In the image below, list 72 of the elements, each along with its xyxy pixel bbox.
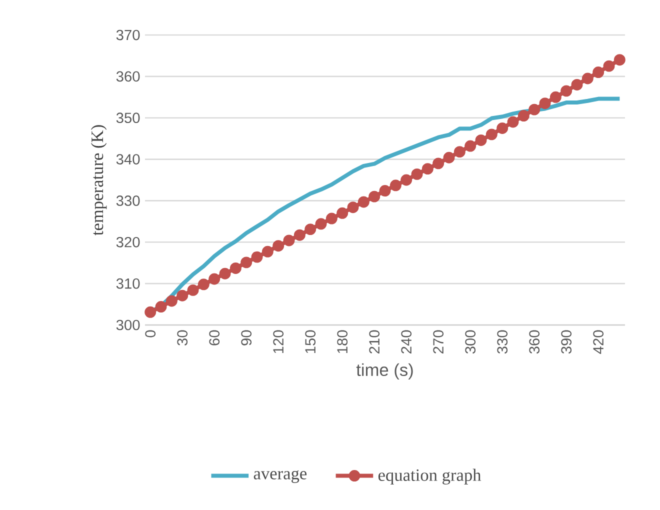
y-tick-label: 300 bbox=[116, 320, 140, 330]
point bbox=[283, 234, 295, 246]
point bbox=[432, 158, 444, 170]
point bbox=[422, 163, 434, 175]
x-tick-label: 210 bbox=[369, 330, 380, 354]
point bbox=[262, 246, 274, 258]
point bbox=[464, 140, 476, 152]
point bbox=[528, 104, 540, 116]
point bbox=[347, 202, 359, 214]
x-tick-label: 240 bbox=[401, 330, 412, 354]
legend-label: average bbox=[254, 470, 307, 483]
x-tick-label: 150 bbox=[305, 330, 316, 354]
y-axis-title: temperature (K) bbox=[90, 125, 107, 236]
point bbox=[496, 122, 508, 134]
point bbox=[518, 110, 530, 122]
point bbox=[155, 301, 167, 312]
point bbox=[251, 251, 263, 263]
point bbox=[539, 98, 551, 110]
point bbox=[379, 185, 391, 196]
point bbox=[208, 273, 220, 285]
point bbox=[443, 152, 455, 164]
y-tick-label: 370 bbox=[116, 30, 140, 40]
y-tick-label: 340 bbox=[116, 154, 140, 164]
y-tick-label: 360 bbox=[116, 71, 140, 82]
point bbox=[560, 85, 572, 97]
point bbox=[475, 134, 487, 146]
point bbox=[390, 180, 402, 192]
point bbox=[592, 66, 604, 78]
point bbox=[614, 54, 626, 66]
x-tick-label: 180 bbox=[337, 330, 348, 354]
point bbox=[368, 190, 380, 202]
x-tick-label: 30 bbox=[177, 330, 188, 346]
x-tick-label: 420 bbox=[593, 330, 604, 354]
point bbox=[507, 116, 519, 128]
point bbox=[230, 262, 242, 274]
point bbox=[144, 306, 156, 318]
point bbox=[582, 72, 594, 84]
point bbox=[304, 224, 316, 236]
point bbox=[550, 91, 562, 103]
point bbox=[315, 218, 327, 230]
y-tick-label: 330 bbox=[116, 196, 140, 206]
y-tick-label: 350 bbox=[116, 112, 140, 124]
point bbox=[240, 256, 252, 268]
point bbox=[454, 146, 466, 158]
x-axis-title: time (s) bbox=[356, 363, 413, 380]
point bbox=[326, 212, 338, 224]
point bbox=[400, 174, 412, 186]
point bbox=[166, 295, 178, 307]
point bbox=[358, 196, 370, 208]
x-tick-label: 270 bbox=[433, 330, 444, 354]
x-tick-label: 0 bbox=[145, 330, 156, 338]
x-tick-label: 120 bbox=[273, 330, 284, 354]
point bbox=[603, 60, 615, 72]
legend-label: equation graph bbox=[378, 468, 482, 485]
point bbox=[411, 168, 423, 180]
y-tick-label: 320 bbox=[116, 236, 140, 248]
x-tick-label: 300 bbox=[465, 330, 476, 354]
y-tick-label: 310 bbox=[116, 278, 140, 289]
x-tick-label: 330 bbox=[497, 330, 508, 354]
x-tick-label: 390 bbox=[561, 330, 572, 354]
point bbox=[486, 128, 498, 140]
point bbox=[176, 290, 188, 302]
point bbox=[294, 229, 306, 241]
x-tick-label: 90 bbox=[241, 330, 252, 346]
point bbox=[198, 278, 210, 290]
point bbox=[336, 207, 348, 219]
point bbox=[571, 78, 583, 90]
x-tick-label: 60 bbox=[209, 330, 220, 346]
x-tick-label: 360 bbox=[529, 330, 540, 354]
point bbox=[272, 240, 284, 252]
point bbox=[219, 268, 231, 280]
point bbox=[187, 284, 199, 296]
